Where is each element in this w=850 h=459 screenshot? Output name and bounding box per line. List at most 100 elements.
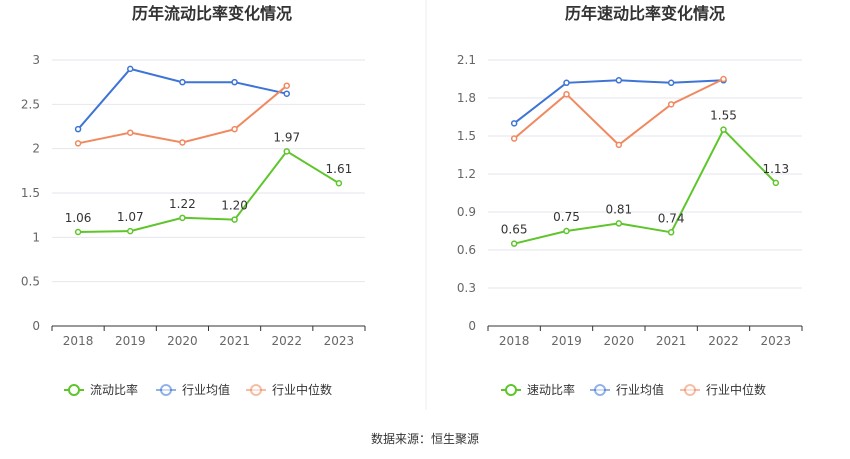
data-point-company[interactable]: [772, 179, 780, 187]
data-point-avg[interactable]: [127, 65, 134, 73]
legend-label: 行业均值: [616, 382, 664, 397]
data-point-median[interactable]: [510, 135, 518, 142]
data-point-median[interactable]: [127, 129, 134, 136]
data-point-company[interactable]: [74, 228, 82, 236]
data-point-company[interactable]: [720, 126, 727, 133]
data-label: 1.22: [169, 197, 196, 211]
x-tick-label: 2022: [271, 334, 302, 348]
data-label: 1.13: [762, 162, 789, 176]
y-tick-label: 0.5: [21, 275, 40, 289]
series-line-avg: [77, 67, 288, 130]
y-tick-label: 2.1: [457, 53, 476, 67]
data-label: 1.06: [65, 211, 92, 225]
y-tick-label: 0.3: [457, 281, 476, 295]
data-label: 1.20: [221, 199, 248, 213]
data-point-avg[interactable]: [667, 79, 675, 87]
legend-item-median[interactable]: 行业中位数: [680, 382, 766, 397]
data-label: 0.74: [658, 211, 685, 225]
y-tick-label: 2: [32, 142, 40, 156]
chart-title: 历年速动比率变化情况: [565, 4, 725, 23]
legend-label: 行业中位数: [272, 382, 332, 397]
legend-item-median[interactable]: 行业中位数: [246, 382, 332, 397]
data-point-median[interactable]: [615, 141, 623, 149]
data-label: 0.75: [553, 210, 580, 224]
data-point-company[interactable]: [127, 227, 134, 235]
data-point-median[interactable]: [179, 139, 186, 146]
legend-label: 行业中位数: [706, 382, 766, 397]
data-point-avg[interactable]: [179, 78, 186, 86]
chart-title: 历年流动比率变化情况: [132, 4, 292, 23]
x-tick-label: 2021: [656, 334, 687, 348]
x-tick-label: 2023: [761, 334, 792, 348]
data-point-company[interactable]: [667, 229, 675, 236]
data-point-company[interactable]: [510, 240, 518, 247]
series-line-company: [78, 149, 340, 233]
data-point-avg[interactable]: [510, 120, 518, 127]
y-tick-label: 1.5: [21, 186, 40, 200]
data-point-median[interactable]: [720, 75, 727, 83]
series-line-avg: [513, 79, 724, 125]
y-tick-label: 1.8: [457, 91, 476, 105]
data-point-avg[interactable]: [563, 79, 570, 87]
data-point-median[interactable]: [563, 90, 570, 98]
legend-item-company[interactable]: 流动比率: [64, 382, 138, 397]
data-label: 1.61: [326, 162, 353, 176]
data-point-avg[interactable]: [283, 90, 290, 97]
data-point-median[interactable]: [283, 82, 290, 89]
series-line-company: [513, 128, 777, 245]
x-tick-label: 2018: [499, 334, 530, 348]
legend-marker: [684, 384, 696, 396]
source-note: 数据来源：恒生聚源: [371, 431, 479, 446]
y-tick-label: 0.9: [457, 205, 476, 219]
legend-marker: [68, 384, 80, 396]
series-line-median: [513, 78, 724, 147]
data-point-company[interactable]: [231, 216, 238, 223]
y-tick-label: 0: [468, 319, 476, 333]
data-point-avg[interactable]: [615, 77, 623, 84]
legend-marker: [160, 384, 172, 396]
data-point-company[interactable]: [179, 214, 186, 222]
y-tick-label: 1.5: [457, 129, 476, 143]
legend-marker: [250, 384, 262, 396]
data-label: 1.55: [710, 109, 737, 123]
data-point-avg[interactable]: [231, 78, 238, 86]
legend-item-company[interactable]: 速动比率: [501, 382, 575, 397]
x-tick-label: 2022: [708, 334, 739, 348]
y-tick-label: 2.5: [21, 97, 40, 111]
quick-ratio-chart: 历年速动比率变化情况 0 0.3 0.6 0.9 1.2 1.5 1.8 2.1 2018 2019…: [457, 4, 803, 397]
data-point-median[interactable]: [231, 125, 238, 133]
data-label: 0.81: [605, 202, 632, 216]
x-tick-label: 2023: [324, 334, 355, 348]
data-label: 1.07: [117, 210, 144, 224]
x-tick-label: 2019: [115, 334, 146, 348]
x-tick-label: 2020: [604, 334, 635, 348]
x-tick-label: 2021: [219, 334, 250, 348]
data-point-company[interactable]: [283, 148, 290, 155]
x-tick-label: 2019: [551, 334, 582, 348]
data-point-company[interactable]: [563, 227, 570, 235]
y-tick-label: 0: [32, 319, 40, 333]
current-ratio-chart: 历年流动比率变化情况 0 0.5 1 1.5 2 2.5 3 2018 2019 2020 2021 2…: [21, 4, 366, 397]
legend-marker: [594, 384, 606, 396]
legend-label: 速动比率: [527, 382, 575, 397]
data-point-company[interactable]: [615, 220, 623, 227]
y-tick-label: 0.6: [457, 243, 476, 257]
legend-marker: [505, 384, 517, 396]
legend-item-avg[interactable]: 行业均值: [590, 382, 664, 397]
x-tick-label: 2020: [167, 334, 198, 348]
legend-label: 流动比率: [90, 382, 138, 397]
y-tick-label: 1: [32, 230, 40, 244]
data-point-company[interactable]: [335, 179, 343, 187]
data-label: 0.65: [501, 223, 528, 237]
legend-item-avg[interactable]: 行业均值: [156, 382, 230, 397]
data-point-median[interactable]: [74, 140, 82, 147]
data-point-avg[interactable]: [74, 125, 82, 133]
y-tick-label: 1.2: [457, 167, 476, 181]
data-label: 1.97: [273, 130, 300, 144]
data-point-median[interactable]: [667, 101, 675, 108]
legend-label: 行业均值: [182, 382, 230, 397]
y-tick-label: 3: [32, 53, 40, 67]
x-tick-label: 2018: [63, 334, 94, 348]
